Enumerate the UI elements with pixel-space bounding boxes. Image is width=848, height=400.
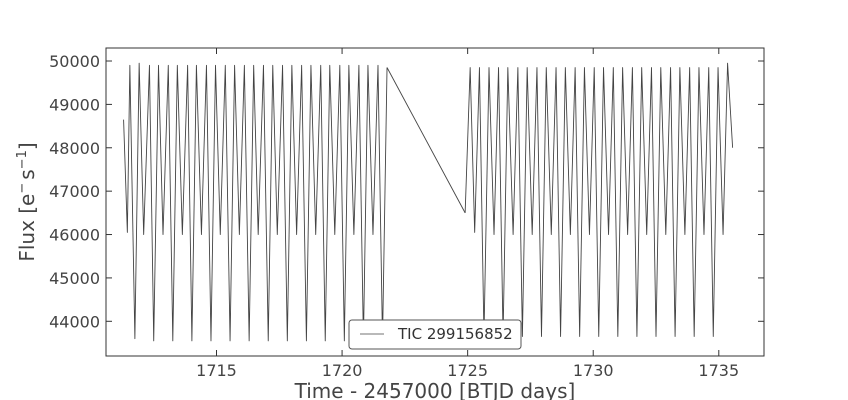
legend-label: TIC 299156852 — [397, 325, 513, 343]
legend-box — [348, 319, 522, 350]
plot-lines — [123, 62, 734, 342]
legend: TIC 299156852 — [348, 319, 522, 350]
x-tick-label: 1725 — [447, 361, 488, 380]
y-tick-label: 48000 — [49, 139, 100, 158]
y-tick-label: 44000 — [49, 312, 100, 331]
y-axis-ticks: 44000 45000 46000 47000 48000 49000 50000 — [49, 52, 764, 331]
y-axis-label-sup-2: −1 — [15, 150, 30, 169]
y-axis-label-sup-1: − — [15, 183, 30, 194]
y-axis-label-end: ] — [15, 142, 39, 150]
x-tick-label: 1730 — [573, 361, 614, 380]
x-tick-label: 1735 — [698, 361, 739, 380]
x-axis-ticks: 1715 1720 1725 1730 1735 — [196, 48, 739, 380]
x-axis-label: Time - 2457000 [BTJD days] — [294, 379, 576, 400]
y-tick-label: 49000 — [49, 95, 100, 114]
series-line-segment-1 — [123, 62, 388, 342]
y-tick-label: 50000 — [49, 52, 100, 71]
y-tick-label: 45000 — [49, 269, 100, 288]
y-axis-label-main: Flux [e — [15, 194, 39, 262]
x-tick-label: 1715 — [196, 361, 237, 380]
series-line-segment-2 — [386, 67, 466, 214]
y-tick-label: 46000 — [49, 226, 100, 245]
series-line-segment-3 — [464, 62, 734, 337]
y-axis-label-mid: s — [15, 169, 39, 179]
y-tick-label: 47000 — [49, 182, 100, 201]
y-axis-label: Flux [e− s−1] — [15, 142, 39, 261]
x-tick-label: 1720 — [322, 361, 363, 380]
plot-frame — [105, 47, 765, 357]
